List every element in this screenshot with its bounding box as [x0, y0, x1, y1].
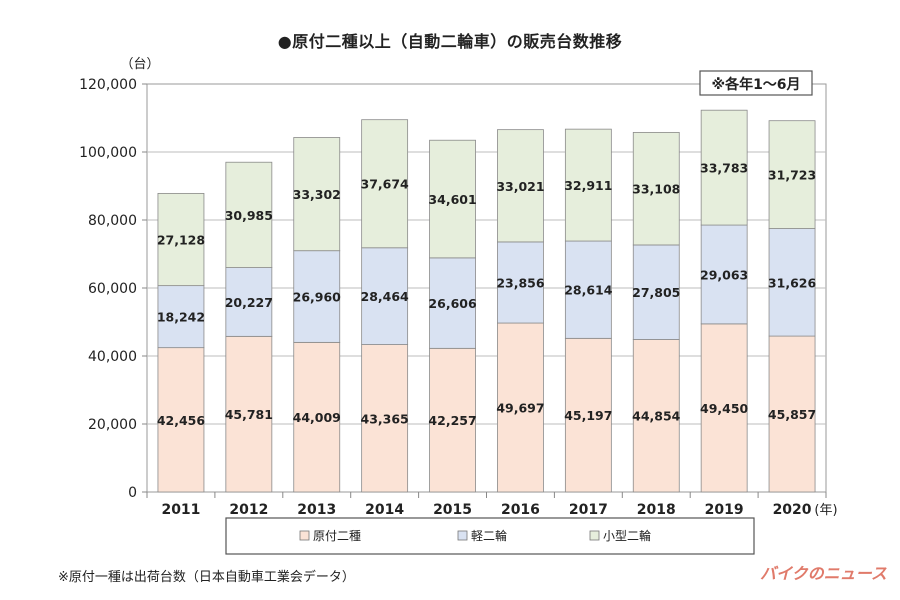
data-label: 27,128 [157, 233, 205, 248]
x-tick-label: 2019 [705, 502, 744, 518]
legend-label: 小型二輪 [603, 528, 651, 543]
bar-segment [293, 137, 341, 252]
bar-segment [225, 267, 273, 337]
data-label: 20,227 [225, 295, 273, 310]
bar-segment [157, 192, 205, 287]
brand-logo: バイクのニュース [760, 564, 887, 583]
data-label: 49,450 [700, 401, 749, 416]
data-label: 26,960 [293, 290, 342, 305]
data-label: 33,302 [293, 187, 341, 202]
bar-segment [768, 120, 816, 229]
bar-segment [361, 247, 409, 345]
bar-segment [700, 109, 748, 226]
bar-segment [497, 241, 544, 324]
y-tick-label: 0 [128, 485, 137, 501]
data-label: 45,781 [225, 407, 273, 422]
bar-segment [632, 339, 680, 493]
data-label: 26,606 [428, 296, 477, 311]
bar-segment [157, 347, 205, 493]
data-label: 44,854 [632, 409, 681, 424]
legend-label: 軽二輪 [471, 528, 507, 543]
bar-segment [564, 240, 612, 339]
period-note-box [699, 70, 813, 96]
data-label: 43,365 [361, 411, 409, 426]
data-label: 44,009 [293, 410, 341, 425]
data-label: 30,985 [225, 208, 273, 223]
data-label: 31,723 [768, 168, 816, 183]
chart-title: ●原付二種以上（自動二輪車）の販売台数推移 [277, 32, 623, 51]
data-label: 33,108 [632, 182, 680, 197]
legend-swatch [589, 530, 600, 541]
data-label: 28,464 [361, 289, 410, 304]
bar-segment [429, 257, 476, 349]
y-tick-label: 120,000 [79, 77, 137, 93]
bar-segment [361, 119, 409, 249]
bar-segment [225, 335, 273, 493]
data-label: 23,856 [496, 275, 545, 290]
bar-segment [768, 335, 816, 493]
bar-segment [497, 322, 544, 493]
x-tick-label: 2011 [161, 502, 200, 518]
legend-swatch [299, 530, 310, 541]
x-axis-unit-label: (年) [814, 503, 837, 518]
x-tick-label: 2012 [229, 502, 268, 518]
x-tick-label: 2018 [637, 502, 676, 518]
data-label: 32,911 [564, 178, 612, 193]
bar-segment [632, 131, 680, 246]
y-tick-label: 40,000 [88, 349, 137, 365]
data-label: 45,197 [564, 408, 612, 423]
data-label: 37,674 [361, 177, 410, 192]
bar-segment [700, 323, 748, 493]
x-tick-label: 2017 [569, 502, 608, 518]
y-tick-label: 80,000 [88, 213, 137, 229]
data-label: 49,697 [496, 401, 544, 416]
legend-swatch [457, 530, 468, 541]
bar-segment [564, 337, 612, 493]
period-note: ※各年1～6月 [711, 76, 800, 93]
bar-segment [632, 244, 680, 340]
data-label: 18,242 [157, 310, 205, 325]
y-tick-label: 100,000 [79, 145, 137, 161]
data-label: 27,805 [632, 285, 680, 300]
data-label: 28,614 [564, 283, 613, 298]
data-label: 33,783 [700, 161, 748, 176]
x-tick-label: 2014 [365, 502, 404, 518]
data-label: 42,257 [428, 413, 476, 428]
bar-segment [564, 128, 612, 242]
bar-segment [429, 139, 476, 259]
bar-segment [361, 344, 409, 493]
legend-label: 原付二種 [313, 529, 361, 543]
data-label: 45,857 [768, 407, 816, 422]
bar-segment [157, 285, 205, 349]
footnote: ※原付一種は出荷台数（日本自動車工業会データ） [58, 570, 355, 585]
x-tick-label: 2020 [773, 502, 812, 518]
x-tick-label: 2015 [433, 502, 472, 518]
data-label: 33,021 [496, 179, 544, 194]
data-label: 29,063 [700, 267, 748, 282]
x-tick-label: 2016 [501, 502, 540, 518]
data-label: 42,456 [157, 413, 206, 428]
bar-segment [497, 129, 544, 243]
y-tick-label: 60,000 [88, 281, 137, 297]
legend-box [225, 517, 755, 555]
bar-segment [768, 228, 816, 337]
bar-segment [700, 224, 748, 325]
y-axis-unit-label: （台） [120, 57, 159, 72]
data-label: 34,601 [428, 192, 476, 207]
y-tick-label: 20,000 [88, 417, 137, 433]
bar-segment [293, 250, 341, 343]
data-label: 31,626 [768, 275, 817, 290]
bar-segment [429, 347, 476, 493]
bar-segment [225, 161, 273, 268]
x-tick-label: 2013 [297, 502, 336, 518]
